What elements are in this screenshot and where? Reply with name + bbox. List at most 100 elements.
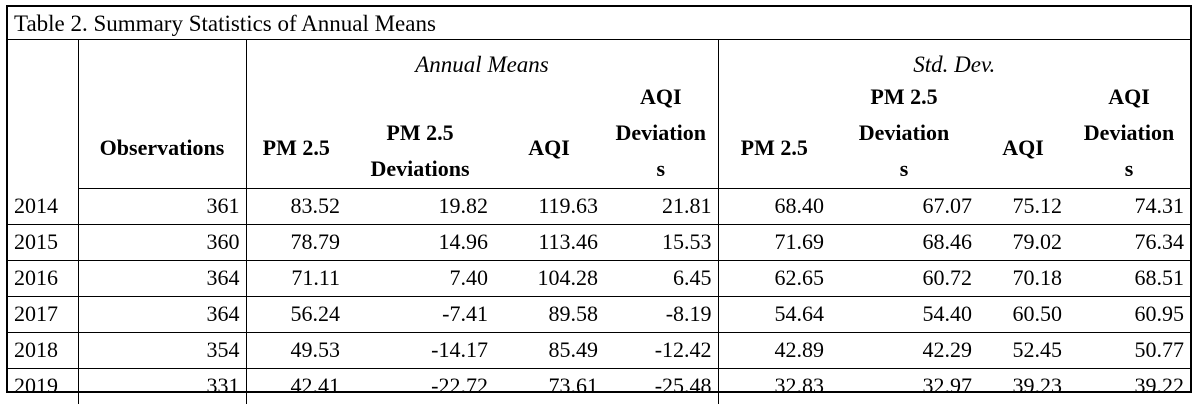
cell-sd-aqi: 60.50 (978, 296, 1069, 333)
cell-observations: 354 (78, 332, 247, 369)
cell-sd-pm25: 54.64 (718, 296, 831, 333)
col-sd-pm25-label: PM 2.5 (740, 134, 808, 160)
empty-corner (8, 40, 79, 188)
col-am-aqi-dev-line1: AQI (639, 83, 682, 109)
table-row: 2017 364 56.24 -7.41 89.58 -8.19 54.64 54.40 60.… (8, 296, 1191, 333)
cell-am-pm25: 49.53 (246, 332, 346, 369)
group-std-dev: Std. Dev. (913, 52, 996, 77)
cell-sd-pm25: 68.40 (718, 188, 831, 225)
cell-sd-aqi-deviations: 50.77 (1068, 332, 1191, 369)
empty-obs-group (78, 40, 247, 78)
col-am-pm25-dev-line1: PM 2.5 (386, 119, 454, 145)
cell-am-pm25: 78.79 (246, 224, 346, 261)
cell-sd-pm25-deviations: 67.07 (830, 188, 979, 225)
table-row: 2014 361 83.52 19.82 119.63 21.81 68.40 67.07 75… (8, 188, 1191, 225)
cell-sd-aqi-deviations: 39.22 (1134, 373, 1185, 399)
col-sd-pm25-dev-line3: s (899, 155, 909, 181)
cell-sd-pm25-deviations: 60.72 (830, 260, 979, 297)
cell-sd-pm25-deviations: 42.29 (830, 332, 979, 369)
cell-sd-aqi-deviations: 60.95 (1068, 296, 1191, 333)
table-row: 2019 331 42.41 -22.72 73.61 -25.48 32.83 32.97 3… (8, 368, 1190, 404)
cell-sd-pm25: 62.65 (718, 260, 831, 297)
cell-year: 2014 (8, 188, 79, 225)
cell-sd-aqi: 70.18 (978, 260, 1069, 297)
cell-am-aqi-deviations: 15.53 (604, 224, 719, 261)
cell-year: 2017 (8, 296, 79, 333)
col-am-aqi-deviations: AQI Deviation s (604, 78, 719, 189)
cell-year: 2018 (8, 332, 79, 369)
cell-am-aqi-deviations: -12.42 (604, 332, 719, 369)
table-caption: Table 2. Summary Statistics of Annual Me… (8, 7, 1190, 40)
col-am-pm25-label: PM 2.5 (262, 134, 330, 160)
col-sd-pm25: PM 2.5 (718, 78, 831, 189)
col-sd-aqi-dev-line3: s (1124, 155, 1134, 181)
cell-am-aqi: 104.28 (494, 260, 604, 297)
col-am-aqi-label: AQI (528, 134, 570, 160)
col-sd-aqi-deviations: AQI Deviation s (1068, 78, 1191, 189)
cell-sd-pm25-deviations: 32.97 (922, 373, 973, 399)
table-row: 2015 360 78.79 14.96 113.46 15.53 71.69 68.46 79… (8, 224, 1191, 261)
cell-sd-pm25: 32.83 (774, 373, 825, 399)
data-table: Annual Means Std. Dev. Observations PM 2… (8, 40, 1191, 404)
cell-sd-aqi-deviations: 74.31 (1068, 188, 1191, 225)
col-am-pm25: PM 2.5 (246, 78, 346, 189)
col-am-aqi-dev-line3: s (656, 155, 666, 181)
col-sd-pm25-dev-line2: Deviation (858, 119, 950, 145)
col-sd-pm25-deviations: PM 2.5 Deviation s (830, 78, 979, 189)
cell-sd-pm25: 42.89 (718, 332, 831, 369)
cell-am-aqi-deviations: 21.81 (604, 188, 719, 225)
col-sd-aqi-dev-line2: Deviation (1083, 119, 1175, 145)
cell-am-aqi: 73.61 (548, 373, 599, 399)
cell-observations: 364 (78, 296, 247, 333)
col-sd-aqi-label: AQI (1002, 134, 1044, 160)
cell-am-pm25: 42.41 (290, 373, 341, 399)
cell-am-pm25-deviations: -22.72 (431, 373, 488, 399)
col-observations: Observations (78, 78, 247, 189)
group-header-row: Annual Means Std. Dev. (8, 40, 1190, 188)
cell-am-aqi: 119.63 (494, 188, 604, 225)
cell-sd-aqi: 39.23 (1012, 373, 1063, 399)
cell-am-pm25: 56.24 (246, 296, 346, 333)
cell-observations: 361 (78, 188, 247, 225)
cell-am-pm25-deviations: 14.96 (346, 224, 494, 261)
cell-am-aqi: 89.58 (494, 296, 604, 333)
table-row: 2018 354 49.53 -14.17 85.49 -12.42 42.89 42.29 5… (8, 332, 1191, 369)
cell-sd-aqi-deviations: 76.34 (1068, 224, 1191, 261)
col-sd-aqi: AQI (978, 78, 1069, 189)
group-annual-means: Annual Means (246, 40, 719, 78)
col-observations-label: Observations (99, 134, 225, 160)
cell-observations: 364 (78, 260, 247, 297)
col-am-pm25-deviations: PM 2.5 Deviations (346, 78, 494, 189)
cell-sd-aqi: 79.02 (978, 224, 1069, 261)
col-am-aqi: AQI (494, 78, 604, 189)
cell-sd-pm25: 71.69 (718, 224, 831, 261)
cell-sd-aqi-deviations: 68.51 (1068, 260, 1191, 297)
cell-am-aqi-deviations: 6.45 (604, 260, 719, 297)
cell-am-pm25-deviations: -7.41 (346, 296, 494, 333)
col-sd-pm25-dev-line1: PM 2.5 (870, 83, 938, 109)
cell-am-pm25-deviations: 19.82 (346, 188, 494, 225)
column-header-row: Observations PM 2.5 PM 2.5 Deviations AQ… (8, 78, 1191, 189)
col-am-pm25-dev-line2: Deviations (370, 155, 470, 181)
cell-sd-aqi: 52.45 (978, 332, 1069, 369)
cell-sd-pm25-deviations: 68.46 (830, 224, 979, 261)
col-sd-aqi-dev-line1: AQI (1108, 83, 1150, 109)
cell-sd-pm25-deviations: 54.40 (830, 296, 979, 333)
cell-year: 2016 (8, 260, 79, 297)
cell-year: 2015 (8, 224, 79, 261)
cell-am-pm25-deviations: 7.40 (346, 260, 494, 297)
cell-sd-aqi: 75.12 (978, 188, 1069, 225)
cell-am-aqi: 113.46 (494, 224, 604, 261)
summary-statistics-table: Table 2. Summary Statistics of Annual Me… (6, 5, 1192, 404)
cell-am-pm25-deviations: -14.17 (346, 332, 494, 369)
cell-am-aqi: 85.49 (494, 332, 604, 369)
cell-observations: 360 (78, 224, 247, 261)
table-body: 2014 361 83.52 19.82 119.63 21.81 68.40 67.07 75… (8, 188, 1191, 404)
table-row: 2016 364 71.11 7.40 104.28 6.45 62.65 60.72 70.1… (8, 260, 1191, 297)
cell-am-pm25: 83.52 (246, 188, 346, 225)
cell-am-aqi-deviations: -25.48 (604, 368, 719, 404)
cell-am-aqi-deviations: -8.19 (604, 296, 719, 333)
cell-am-pm25: 71.11 (246, 260, 346, 297)
cell-observations: 331 (78, 368, 247, 404)
cell-year: 2019 (8, 368, 79, 404)
